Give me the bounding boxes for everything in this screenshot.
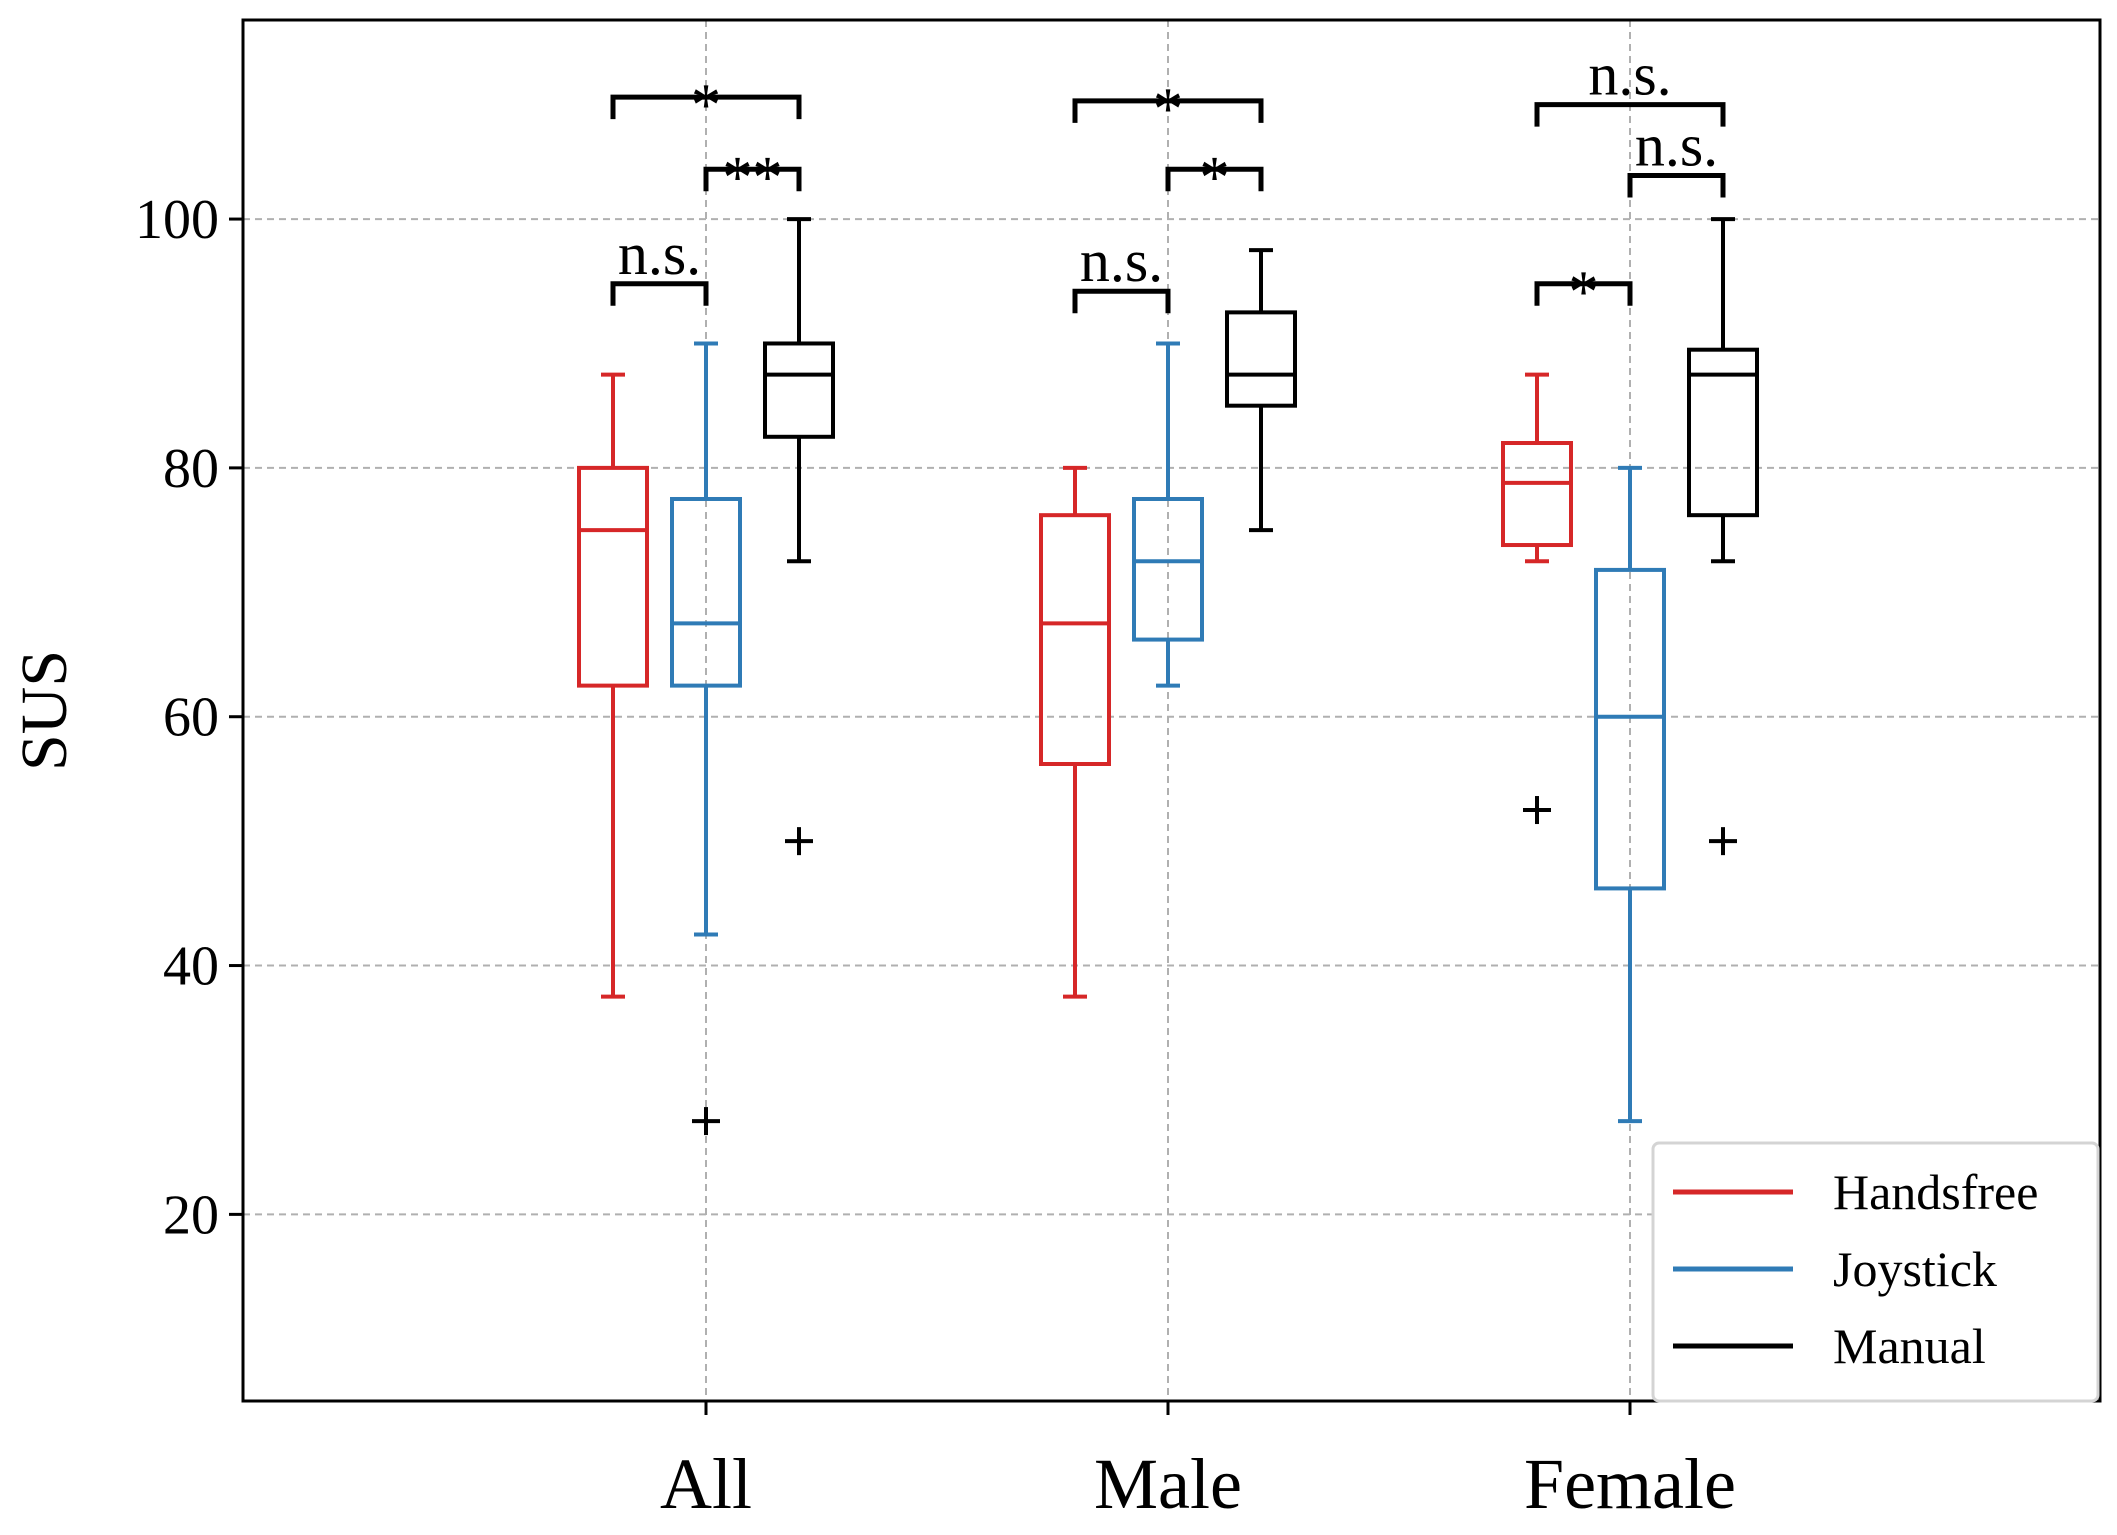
box-manual-male [1225, 248, 1297, 533]
significance-label: n.s. [1080, 228, 1163, 294]
y-tick-label: 80 [163, 438, 219, 500]
box-plots [577, 217, 1759, 1136]
bracket-line [1072, 98, 1264, 123]
box-iqr [1132, 496, 1204, 642]
significance-label: n.s. [1635, 113, 1718, 179]
legend: Handsfree Joystick Manual [1651, 1141, 2100, 1403]
bracket-line [1165, 166, 1264, 192]
outlier-point [692, 1107, 720, 1136]
bracket-line [1534, 281, 1633, 306]
box-manual-female [1687, 217, 1759, 856]
legend-entry-handsfree: Handsfree [1673, 1164, 2038, 1220]
legend-label: Manual [1833, 1318, 1986, 1374]
y-tick-label: 40 [163, 936, 219, 998]
significance-brackets: n.s.***n.s.***n.s.n.s. [610, 42, 1726, 325]
significance-bracket: * [1072, 76, 1264, 142]
significance-bracket: ** [703, 144, 802, 210]
bracket-line [1627, 173, 1726, 198]
y-tick-label: 20 [163, 1184, 219, 1246]
significance-label: * [691, 72, 721, 138]
x-tick-label-all: All [660, 1444, 752, 1524]
axes: 20 40 60 80 100 All Male Female [135, 189, 1736, 1524]
significance-bracket: * [610, 72, 802, 138]
significance-bracket: n.s. [1627, 113, 1726, 198]
box-joystick-male [1132, 341, 1204, 688]
significance-bracket: n.s. [1534, 42, 1726, 127]
bracket-line [1534, 102, 1726, 127]
significance-bracket: n.s. [1072, 228, 1171, 314]
outlier-point [785, 827, 813, 856]
box-iqr [1501, 441, 1573, 548]
significance-bracket: n.s. [610, 221, 709, 306]
box-handsfree-female [1501, 372, 1573, 825]
box-iqr [1039, 513, 1111, 766]
box-manual-all [763, 217, 835, 856]
significance-bracket: * [1165, 144, 1264, 210]
significance-label: n.s. [1588, 42, 1671, 108]
box-iqr [763, 341, 835, 439]
significance-label: ** [723, 144, 783, 210]
significance-label: * [1153, 76, 1183, 142]
legend-box [1651, 1141, 2100, 1403]
x-tick-label-male: Male [1094, 1444, 1242, 1524]
significance-label: n.s. [618, 221, 701, 287]
plot-area-frame [241, 18, 2102, 1403]
box-handsfree-all [577, 372, 649, 999]
box-iqr [577, 465, 649, 688]
outlier-point [1709, 827, 1737, 856]
outlier-point [1523, 796, 1551, 825]
legend-label: Handsfree [1833, 1164, 2038, 1220]
bracket-line [703, 166, 802, 192]
y-tick-label: 60 [163, 687, 219, 749]
x-tick-label-female: Female [1524, 1444, 1736, 1524]
bracket-line [1072, 288, 1171, 314]
box-joystick-female [1594, 465, 1666, 1124]
box-iqr [1225, 310, 1297, 408]
significance-label: * [1569, 259, 1599, 325]
bracket-line [610, 94, 802, 120]
bracket-line [610, 281, 709, 306]
legend-entry-manual: Manual [1673, 1318, 1986, 1374]
y-axis-label: SUS [8, 650, 81, 771]
y-tick-label: 100 [135, 189, 219, 251]
box-joystick-all [670, 341, 742, 1136]
legend-entry-joystick: Joystick [1673, 1241, 1997, 1297]
significance-label: * [1200, 144, 1230, 210]
box-handsfree-male [1039, 465, 1111, 999]
significance-bracket: * [1534, 259, 1633, 325]
legend-label: Joystick [1833, 1241, 1997, 1297]
